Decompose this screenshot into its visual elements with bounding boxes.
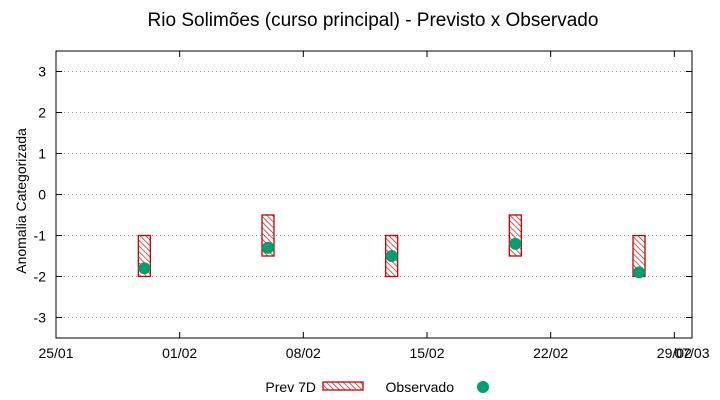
x-tick-label: 07/03 — [674, 345, 709, 361]
y-tick-label: 2 — [38, 105, 46, 121]
plot-frame — [55, 50, 693, 339]
series-observado — [138, 237, 645, 279]
observed-point — [633, 266, 645, 279]
chart-title: Rio Solimões (curso principal) - Previst… — [148, 10, 599, 31]
legend-label-prev-7d: Prev 7D — [265, 379, 316, 395]
grid-lines — [56, 71, 692, 318]
x-tick-label: 29/02 — [657, 345, 692, 361]
legend-label-observado: Observado — [386, 379, 455, 395]
y-tick-label: -3 — [34, 310, 47, 326]
observed-point — [509, 237, 522, 250]
series-prev-7d — [137, 214, 646, 278]
y-tick-label: -1 — [34, 228, 47, 244]
y-tick-label: -2 — [34, 269, 47, 285]
x-tick-label: 15/02 — [409, 345, 444, 361]
x-tick-label: 25/01 — [38, 345, 73, 361]
x-tick-label: 22/02 — [533, 345, 568, 361]
legend-swatch-prev-7d — [322, 381, 364, 391]
x-tick-label: 08/02 — [286, 345, 321, 361]
observed-point — [385, 250, 398, 262]
forecast-box — [508, 214, 522, 257]
y-tick-label: 1 — [38, 146, 46, 162]
y-axis-label: Anomalia Categorizada — [13, 128, 29, 274]
y-tick-label: 0 — [38, 187, 46, 203]
y-tick-label: 3 — [38, 64, 46, 80]
observed-point — [138, 262, 151, 275]
y-axis-ticks: -3 -2 -1 0 1 2 3 — [34, 64, 692, 326]
observed-point — [262, 241, 274, 254]
x-tick-label: 01/02 — [162, 345, 197, 361]
legend-marker-observado — [477, 381, 489, 393]
legend: Prev 7D Observado — [265, 379, 489, 395]
